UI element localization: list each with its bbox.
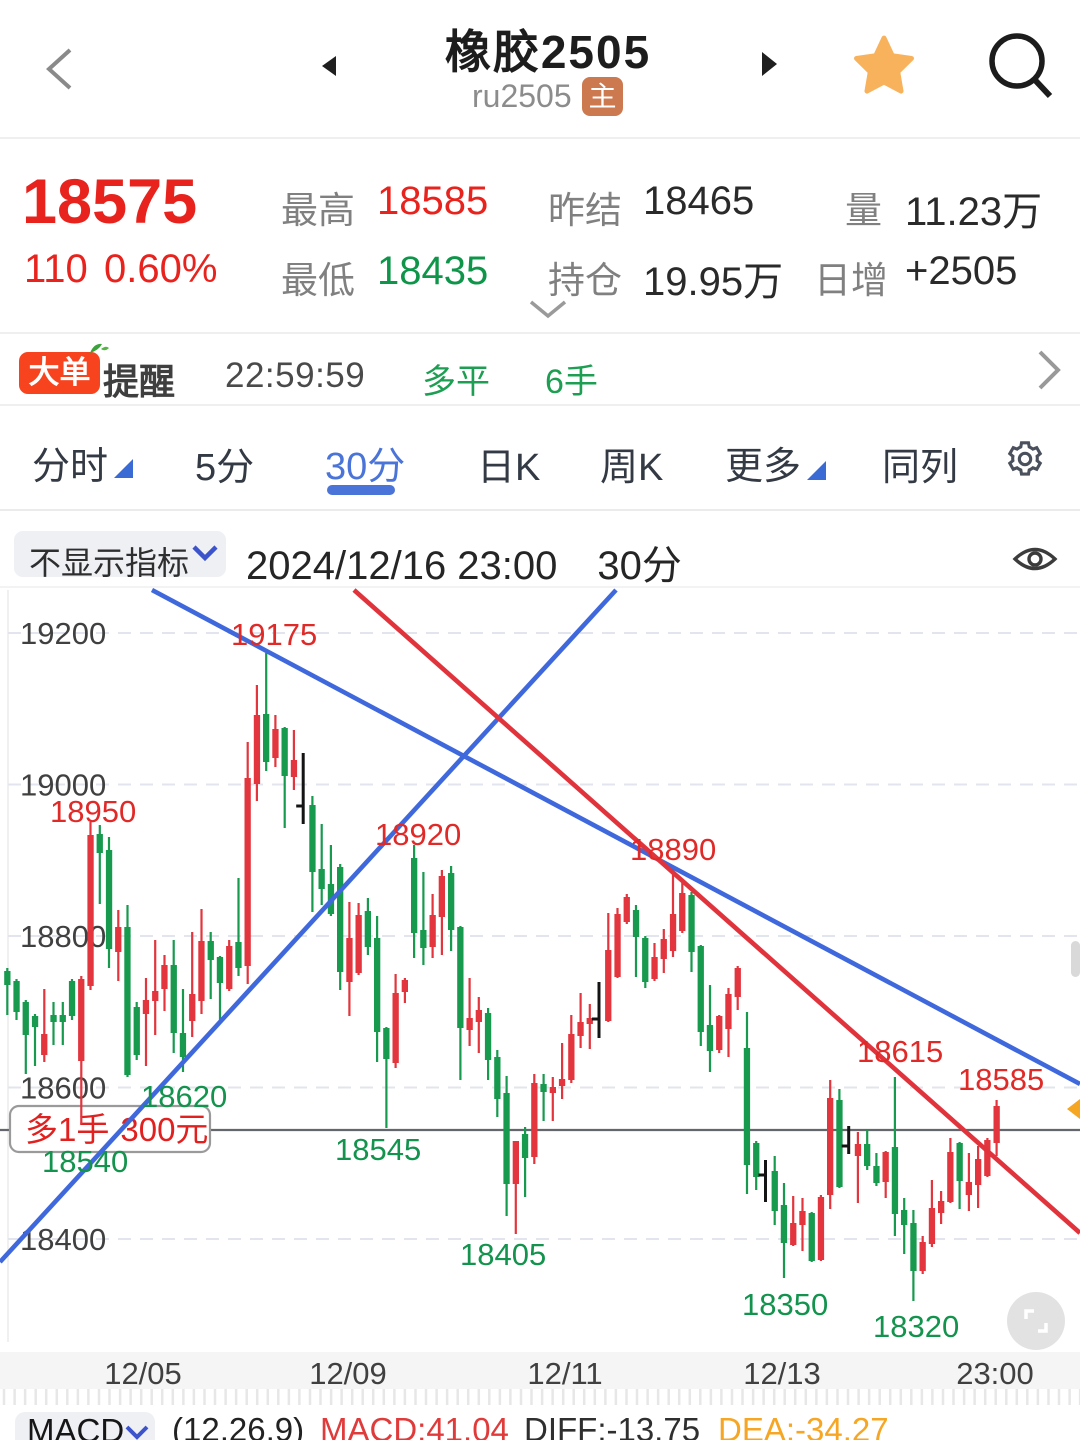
- svg-text:19000: 19000: [20, 768, 106, 803]
- svg-text:18920: 18920: [375, 817, 461, 852]
- svg-text:19200: 19200: [20, 616, 106, 651]
- svg-text:12/11: 12/11: [527, 1356, 602, 1391]
- svg-text:18615: 18615: [857, 1034, 943, 1069]
- svg-text:18405: 18405: [460, 1237, 546, 1272]
- svg-text:12/09: 12/09: [309, 1356, 387, 1391]
- svg-text:12/13: 12/13: [743, 1356, 821, 1391]
- svg-text:18950: 18950: [50, 794, 136, 829]
- svg-text:18585: 18585: [958, 1062, 1044, 1097]
- svg-text:18320: 18320: [873, 1309, 959, 1344]
- svg-text:18350: 18350: [742, 1287, 828, 1322]
- svg-text:18600: 18600: [20, 1071, 106, 1106]
- svg-text:18545: 18545: [335, 1132, 421, 1167]
- svg-text:12/05: 12/05: [104, 1356, 182, 1391]
- svg-text:多1手 300元: 多1手 300元: [25, 1111, 208, 1148]
- svg-text:18540: 18540: [42, 1144, 128, 1179]
- svg-text:23:00: 23:00: [956, 1356, 1034, 1391]
- svg-text:18620: 18620: [141, 1079, 227, 1114]
- svg-text:18890: 18890: [630, 832, 716, 867]
- svg-text:19175: 19175: [231, 617, 317, 652]
